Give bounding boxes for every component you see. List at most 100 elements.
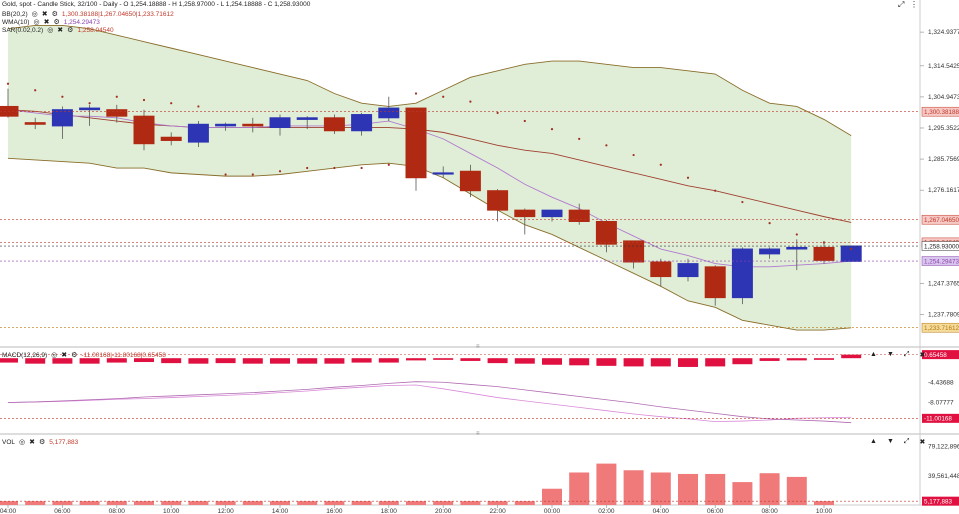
candle-body <box>432 172 454 175</box>
volume-bar <box>188 501 209 505</box>
close-panel-icon[interactable]: ✖ <box>919 352 926 359</box>
gear-icon[interactable]: ⚙ <box>53 19 60 26</box>
volume-bar <box>270 501 290 505</box>
move-down-icon[interactable]: ▼ <box>886 351 894 358</box>
candle-body <box>296 117 318 120</box>
chart-title: Gold, spot - Candle Stick, 32/100 - Dail… <box>2 1 311 8</box>
macd-histogram-bar <box>351 358 372 363</box>
bb-lower-line <box>7 157 852 331</box>
x-tick-label: 08:00 <box>109 508 126 514</box>
candle-body <box>242 123 264 127</box>
close-icon[interactable]: ✖ <box>29 439 35 446</box>
macd-histogram-bar <box>569 358 590 366</box>
volume-bar <box>732 482 753 505</box>
sar-dot <box>496 111 499 115</box>
price-marker-label: 1,258.93000 <box>924 243 959 250</box>
candle-body <box>786 246 808 250</box>
y-tick-label: 1,247.37654 <box>928 280 959 287</box>
volume-bar <box>25 501 46 505</box>
volume-bar <box>596 463 617 505</box>
eye-icon[interactable]: ◎ <box>47 27 54 34</box>
macd-histogram-bar <box>514 358 535 364</box>
close-panel-icon[interactable]: ✖ <box>919 439 926 446</box>
candle-body <box>0 105 19 117</box>
x-tick-label: 04:00 <box>653 508 670 514</box>
x-tick-label: 06:00 <box>707 508 724 514</box>
bb-label: BB(20,2) <box>2 10 28 18</box>
gear-icon[interactable]: ⚙ <box>39 439 46 446</box>
sar-dot <box>115 95 118 98</box>
wma-values: 1,254.29473 <box>63 18 100 26</box>
maximize-icon[interactable]: ⤢ <box>903 438 910 445</box>
gear-icon[interactable]: ⚙ <box>71 352 78 359</box>
sar-dot <box>278 170 282 173</box>
price-marker-label: 1,254.29473 <box>924 258 959 265</box>
volume-bar <box>161 501 182 505</box>
macd-histogram-bar <box>0 358 18 363</box>
macd-y-tick-label: -4.43688 <box>928 379 954 386</box>
move-up-icon[interactable]: ▲ <box>870 351 877 358</box>
macd-histogram-bar <box>79 358 100 364</box>
candle-body <box>215 123 237 127</box>
sar-values: 1,258.04540 <box>77 26 114 34</box>
volume-bar <box>814 501 834 505</box>
macd-histogram-bar <box>161 358 182 364</box>
sar-dot <box>306 166 309 170</box>
panel-resize-handle[interactable]: ≡ <box>476 431 480 437</box>
vol-marker-box <box>922 496 959 506</box>
candle-body <box>840 245 862 262</box>
eye-icon[interactable]: ◎ <box>19 439 26 446</box>
sar-dot <box>34 89 37 92</box>
candle-body <box>541 209 563 218</box>
eye-icon[interactable]: ◎ <box>31 11 38 18</box>
eye-icon[interactable]: ◎ <box>51 352 58 359</box>
gear-icon[interactable]: ⚙ <box>51 11 58 18</box>
macd-signal-line <box>7 381 852 424</box>
candle-body <box>51 109 73 127</box>
move-down-icon[interactable]: ▼ <box>886 438 894 445</box>
sar-dot <box>850 247 853 251</box>
move-up-icon[interactable]: ▲ <box>870 438 877 445</box>
y-tick-label: 1,276.16174 <box>928 187 959 194</box>
close-icon[interactable]: ✖ <box>57 27 64 34</box>
more-options-icon[interactable]: ⋮ <box>910 0 918 9</box>
y-tick-label: 1,237.78093 <box>928 312 959 319</box>
macd-panel-controls: ▲ ▼ ⤢ ✖ <box>870 351 925 359</box>
x-tick-label: 02:00 <box>598 508 615 514</box>
close-icon[interactable]: ✖ <box>41 11 48 18</box>
macd-histogram-bar <box>542 358 562 365</box>
x-tick-label: 22:00 <box>489 508 506 514</box>
sar-dot <box>414 92 418 95</box>
macd-histogram-bar <box>841 354 862 359</box>
eye-icon[interactable]: ◎ <box>33 19 40 26</box>
expand-icon[interactable]: ⤢ <box>898 0 905 9</box>
close-icon[interactable]: ✖ <box>61 352 68 359</box>
sar-dot <box>442 95 445 98</box>
macd-values: -11.00168|-11.80168|0.65458 <box>81 351 166 359</box>
volume-bar <box>52 501 73 505</box>
x-tick-label: 14:00 <box>272 508 289 514</box>
candle-body <box>487 190 509 211</box>
volume-bar <box>79 501 100 505</box>
panel-resize-handle[interactable]: ≡ <box>476 344 480 350</box>
maximize-icon[interactable]: ⤢ <box>903 351 910 358</box>
candle-body <box>677 263 699 278</box>
volume-bar <box>351 501 372 505</box>
sar-dot <box>714 189 717 192</box>
sar-dot <box>741 200 744 204</box>
sar-dot <box>686 176 690 179</box>
x-tick-label: 10:00 <box>816 508 833 514</box>
close-icon[interactable]: ✖ <box>43 19 50 26</box>
sar-dot <box>578 137 581 140</box>
gear-icon[interactable]: ⚙ <box>67 27 74 34</box>
candle-body <box>133 115 155 145</box>
volume-bar <box>215 501 236 505</box>
macd-legend: MACD(12,26,9) ◎ ✖ ⚙ -11.00168|-11.80168|… <box>2 351 166 360</box>
macd-histogram-bar <box>378 358 399 363</box>
volume-bar <box>460 501 481 505</box>
candle-body <box>160 136 182 141</box>
sar-dot <box>659 163 662 166</box>
candle-body <box>459 170 481 192</box>
candle-body <box>79 107 101 111</box>
